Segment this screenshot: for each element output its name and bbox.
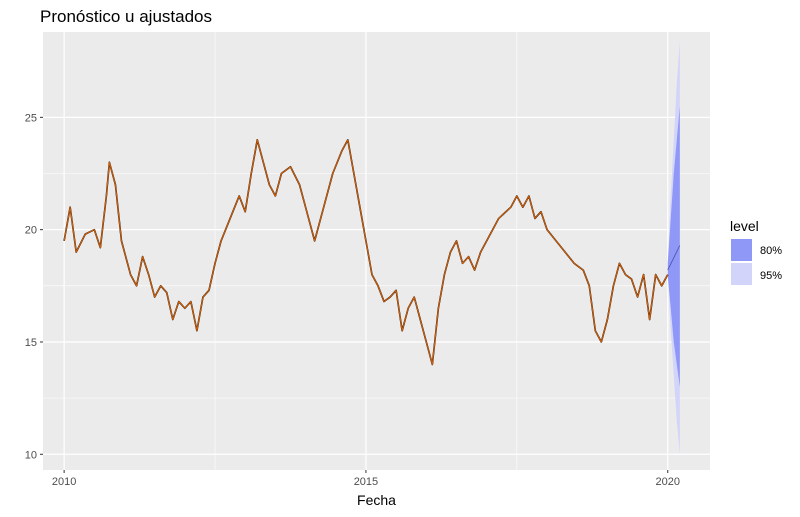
legend-swatch-95 bbox=[731, 263, 752, 285]
series-lines bbox=[63, 139, 681, 366]
x-tick-label: 2015 bbox=[354, 476, 378, 488]
y-tick-label: 20 bbox=[25, 225, 37, 237]
fitted-series-line bbox=[63, 139, 669, 365]
chart-title: Pronóstico u ajustados bbox=[40, 7, 212, 26]
y-tick-label: 10 bbox=[25, 449, 37, 461]
grid bbox=[43, 32, 710, 470]
x-tick-label: 2020 bbox=[656, 476, 680, 488]
legend-swatch-80 bbox=[731, 239, 752, 261]
y-tick-label: 15 bbox=[25, 337, 37, 349]
plot-panel bbox=[43, 32, 710, 470]
legend-title: level bbox=[730, 218, 759, 234]
y-tick-label: 25 bbox=[25, 112, 37, 124]
legend-label-80: 80% bbox=[760, 245, 782, 257]
legend: level 80% 95% bbox=[730, 218, 782, 285]
band-80 bbox=[667, 106, 680, 387]
legend-label-95: 95% bbox=[760, 270, 782, 282]
x-tick-label: 2010 bbox=[52, 476, 76, 488]
forecast-line bbox=[667, 245, 681, 271]
prediction-intervals bbox=[667, 40, 680, 455]
axes: 10 15 20 25 2010 2015 2020 bbox=[25, 112, 680, 488]
x-axis-title: Fecha bbox=[357, 492, 396, 508]
